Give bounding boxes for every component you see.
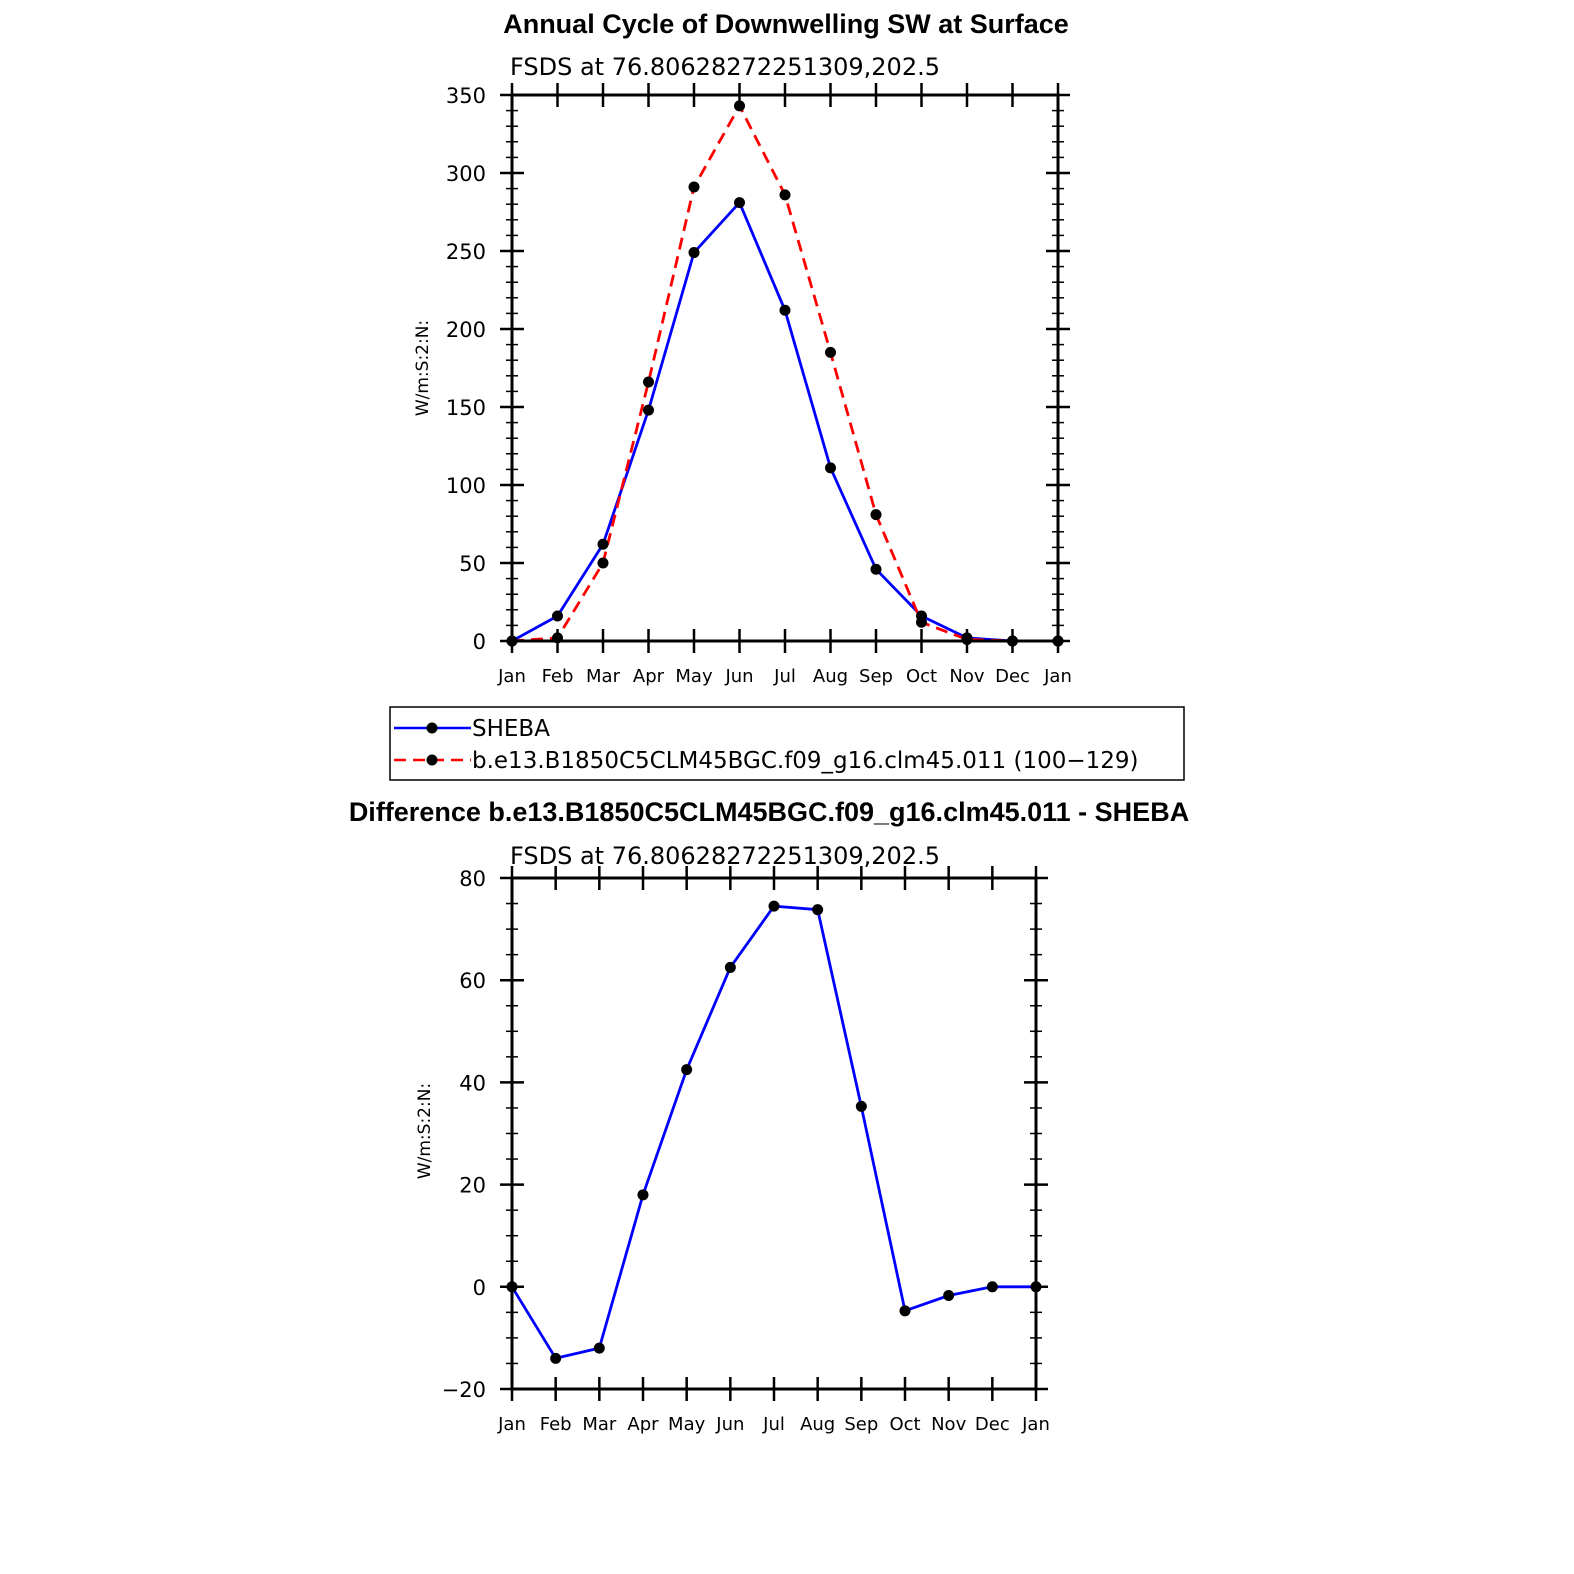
x-tick-label: Jul bbox=[773, 666, 796, 687]
x-tick-label: Oct bbox=[906, 666, 937, 687]
data-point bbox=[825, 346, 836, 358]
legend-label-model: b.e13.B1850C5CLM45BGC.f09_g16.clm45.011 … bbox=[472, 748, 1138, 774]
data-point bbox=[637, 1189, 649, 1201]
data-point bbox=[724, 961, 736, 973]
legend-marker-sheba bbox=[426, 722, 438, 734]
difference-chart: Difference b.e13.B1850C5CLM45BGC.f09_g16… bbox=[349, 797, 1189, 1435]
plot-frame bbox=[510, 93, 1060, 643]
series-line bbox=[511, 201, 1058, 643]
annual-cycle-chart: Annual Cycle of Downwelling SW at Surfac… bbox=[413, 9, 1072, 687]
data-point bbox=[734, 197, 745, 209]
x-tick-label: May bbox=[675, 666, 713, 687]
data-point bbox=[768, 900, 780, 912]
x-tick-label: Mar bbox=[586, 666, 621, 687]
x-tick-label: Sep bbox=[859, 666, 893, 687]
chart-title: Difference b.e13.B1850C5CLM45BGC.f09_g16… bbox=[349, 797, 1189, 827]
y-tick-label: 80 bbox=[459, 867, 486, 891]
x-tick-label: May bbox=[668, 1414, 706, 1435]
legend-label-sheba: SHEBA bbox=[472, 716, 550, 742]
chart-subtitle: FSDS at 76.80628272251309,202.5 bbox=[510, 842, 940, 870]
x-tick-label: Feb bbox=[542, 666, 574, 687]
data-point bbox=[643, 376, 654, 388]
x-tick-label: Aug bbox=[813, 666, 848, 687]
data-point bbox=[552, 610, 563, 622]
data-point bbox=[593, 1342, 605, 1354]
x-tick-label: Sep bbox=[844, 1414, 878, 1435]
data-point bbox=[825, 462, 836, 474]
x-tick-label: Apr bbox=[633, 666, 665, 687]
y-axis-label: W/m:S:2:N: bbox=[413, 320, 433, 416]
x-tick-label: Jul bbox=[762, 1414, 785, 1435]
y-tick-label: 0 bbox=[473, 1276, 486, 1300]
y-tick-label: 200 bbox=[446, 318, 486, 342]
series-line bbox=[510, 904, 1036, 1360]
data-point bbox=[870, 563, 882, 575]
data-point bbox=[779, 304, 791, 316]
x-tick-label: Dec bbox=[975, 1414, 1010, 1435]
x-tick-label: Feb bbox=[540, 1414, 572, 1435]
data-point bbox=[597, 538, 609, 550]
x-tick-label: Jan bbox=[497, 666, 526, 687]
y-tick-label: 20 bbox=[459, 1174, 486, 1198]
data-point bbox=[681, 1064, 693, 1076]
x-tick-label: Jan bbox=[1021, 1414, 1050, 1435]
x-tick-label: Nov bbox=[931, 1414, 966, 1435]
y-tick-label: 350 bbox=[446, 84, 486, 108]
x-tick-label: Nov bbox=[949, 666, 984, 687]
plot-frame bbox=[510, 876, 1038, 1391]
data-point bbox=[899, 1305, 911, 1317]
data-point bbox=[688, 181, 700, 193]
y-tick-label: 0 bbox=[473, 630, 486, 654]
data-point bbox=[597, 557, 609, 569]
x-tick-label: Jun bbox=[715, 1414, 744, 1435]
y-tick-label: 100 bbox=[446, 474, 486, 498]
chart-subtitle: FSDS at 76.80628272251309,202.5 bbox=[510, 53, 940, 81]
x-tick-label: Jan bbox=[1043, 666, 1072, 687]
data-point bbox=[870, 509, 882, 521]
legend-marker-model bbox=[426, 754, 438, 766]
x-tick-label: Aug bbox=[800, 1414, 835, 1435]
x-tick-label: Mar bbox=[582, 1414, 617, 1435]
data-point bbox=[779, 189, 791, 201]
data-point bbox=[943, 1289, 955, 1301]
y-tick-label: 50 bbox=[459, 552, 486, 576]
data-point bbox=[643, 404, 654, 416]
chart-title: Annual Cycle of Downwelling SW at Surfac… bbox=[503, 9, 1069, 39]
data-point bbox=[734, 100, 745, 112]
data-point bbox=[961, 633, 973, 645]
x-tick-label: Oct bbox=[889, 1414, 920, 1435]
y-tick-label: 300 bbox=[446, 162, 486, 186]
x-tick-label: Dec bbox=[995, 666, 1030, 687]
y-tick-label: 150 bbox=[446, 396, 486, 420]
data-point bbox=[916, 616, 927, 628]
data-point bbox=[688, 247, 700, 259]
y-tick-label: 40 bbox=[459, 1071, 486, 1095]
y-tick-label: −20 bbox=[442, 1378, 486, 1402]
y-tick-label: 250 bbox=[446, 240, 486, 264]
data-point bbox=[550, 1352, 562, 1364]
x-tick-label: Jun bbox=[724, 666, 753, 687]
data-point bbox=[812, 904, 824, 916]
x-tick-label: Jan bbox=[497, 1414, 526, 1435]
x-tick-label: Apr bbox=[627, 1414, 659, 1435]
data-point bbox=[986, 1281, 998, 1293]
y-axis-label: W/m:S:2:N: bbox=[415, 1083, 435, 1179]
y-tick-label: 60 bbox=[459, 969, 486, 993]
legend: SHEBA b.e13.B1850C5CLM45BGC.f09_g16.clm4… bbox=[389, 706, 1185, 781]
legend-box bbox=[389, 706, 1185, 781]
data-point bbox=[855, 1100, 867, 1112]
